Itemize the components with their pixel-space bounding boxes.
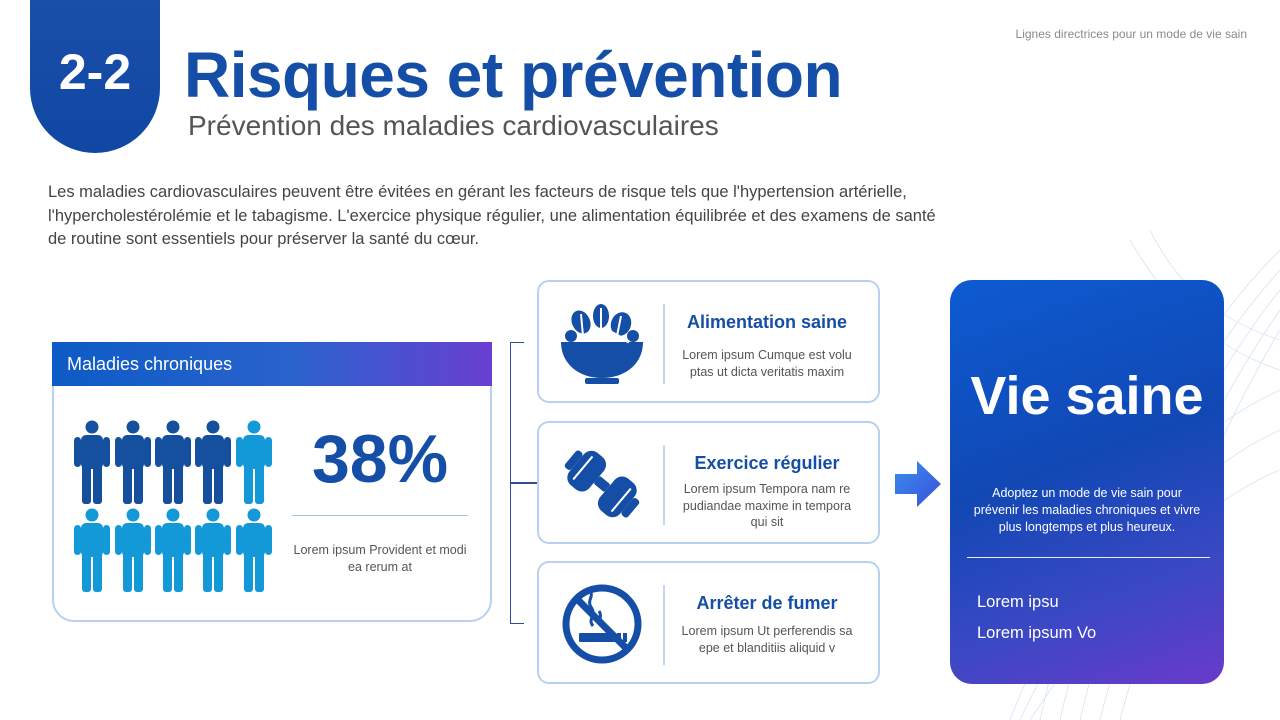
tip-title: Exercice régulier [694,453,840,473]
person-icon [72,420,112,508]
chronic-card-header: Maladies chroniques [52,342,492,386]
no-smoking-icon [562,584,642,664]
healthy-life-item: Lorem ipsum Vo [977,624,1097,642]
healthy-life-panel: Vie saine Adoptez un mode de vie sain po… [950,280,1224,684]
tip-divider [663,304,665,384]
healthy-life-title: Vie saine [970,366,1204,426]
chronic-diseases-card [52,342,492,622]
section-badge: 2-2 [30,0,160,153]
tip-title: Alimentation saine [686,312,848,332]
person-icon [112,508,152,596]
healthy-life-divider [967,557,1210,558]
tip-text: Lorem ipsum Tempora nam re pudiandae max… [682,482,852,529]
person-icon [153,508,193,596]
tip-divider [663,585,665,665]
header-label: Lignes directrices pour un mode de vie s… [1015,27,1247,41]
section-number: 2-2 [58,43,132,100]
arrow-right-icon [895,461,941,507]
tip-card-alimentation: Alimentation saine Lorem ipsum Cumque es… [537,280,880,403]
intro-paragraph: Les maladies cardiovasculaires peuvent ê… [48,183,936,248]
person-icon [72,508,112,596]
person-icon [234,508,274,596]
tip-text: Lorem ipsum Cumque est volu ptas ut dict… [682,348,852,379]
tip-title: Arrêter de fumer [696,593,838,613]
person-icon [112,420,152,508]
page-title: Risques et prévention [184,39,843,111]
percent-divider [292,515,468,516]
chronic-card-title: Maladies chroniques [67,353,233,374]
person-icon [153,420,193,508]
page-subtitle: Prévention des maladies cardiovasculaire… [188,110,719,141]
person-icon [234,420,274,508]
people-infographic [72,420,274,596]
salad-bowl-icon [561,304,643,384]
tip-card-exercice: Exercice régulier Lorem ipsum Tempora na… [537,421,880,544]
percent-value: 38% [311,421,449,497]
percent-caption: Lorem ipsum Provident et modi ea rerum a… [293,543,467,574]
healthy-life-text: Adoptez un mode de vie sain pour préveni… [973,486,1201,534]
person-icon [193,508,233,596]
connector-bracket-stem [510,482,537,484]
tip-card-fumer: Arrêter de fumer Lorem ipsum Ut perferen… [537,561,880,684]
person-icon [193,420,233,508]
tip-divider [663,445,665,525]
dumbbell-icon [564,450,640,518]
healthy-life-item: Lorem ipsu [977,593,1059,611]
tip-text: Lorem ipsum Ut perferendis sa epe et bla… [681,624,853,655]
